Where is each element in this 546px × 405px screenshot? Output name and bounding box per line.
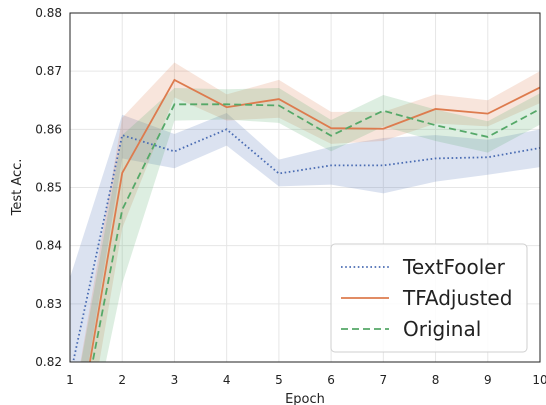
legend-label-original: Original [403, 317, 481, 341]
x-tick-label: 6 [327, 373, 335, 387]
legend: TextFooler TFAdjusted Original [330, 243, 528, 353]
y-tick-label: 0.84 [35, 239, 62, 253]
legend-box [330, 243, 528, 353]
x-tick-label: 2 [118, 373, 126, 387]
series-lines [72, 78, 540, 362]
y-tick-label: 0.85 [35, 181, 62, 195]
legend-label-tfadjusted: TFAdjusted [402, 286, 512, 310]
band-tfadjusted [80, 62, 540, 362]
series-line-original [91, 103, 540, 362]
y-tick-label: 0.87 [35, 64, 62, 78]
x-tick-label: 10 [532, 373, 546, 387]
x-tick-label: 4 [223, 373, 231, 387]
x-tick-labels: 1 2 3 4 5 6 7 8 9 10 [66, 373, 546, 387]
x-tick-label: 8 [432, 373, 440, 387]
plot-frame [69, 12, 541, 363]
x-tick-label: 1 [66, 373, 74, 387]
y-tick-labels: 0.82 0.83 0.84 0.85 0.86 0.87 0.88 [35, 6, 62, 369]
band-textfooler [70, 113, 540, 362]
x-axis-label: Epoch [285, 392, 325, 405]
y-tick-label: 0.83 [35, 297, 62, 311]
y-tick-label: 0.88 [35, 6, 62, 20]
series-line-tfadjusted [88, 78, 540, 362]
series-line-textfooler [72, 128, 540, 362]
y-axis-label: Test Acc. [10, 159, 25, 217]
x-tick-label: 5 [275, 373, 283, 387]
x-tick-label: 7 [380, 373, 388, 387]
y-tick-label: 0.86 [35, 122, 62, 136]
x-tick-label: 3 [171, 373, 179, 387]
x-tick-label: 9 [484, 373, 492, 387]
y-tick-label: 0.82 [35, 355, 62, 369]
confidence-bands [70, 62, 540, 362]
legend-label-textfooler: TextFooler [402, 255, 506, 279]
